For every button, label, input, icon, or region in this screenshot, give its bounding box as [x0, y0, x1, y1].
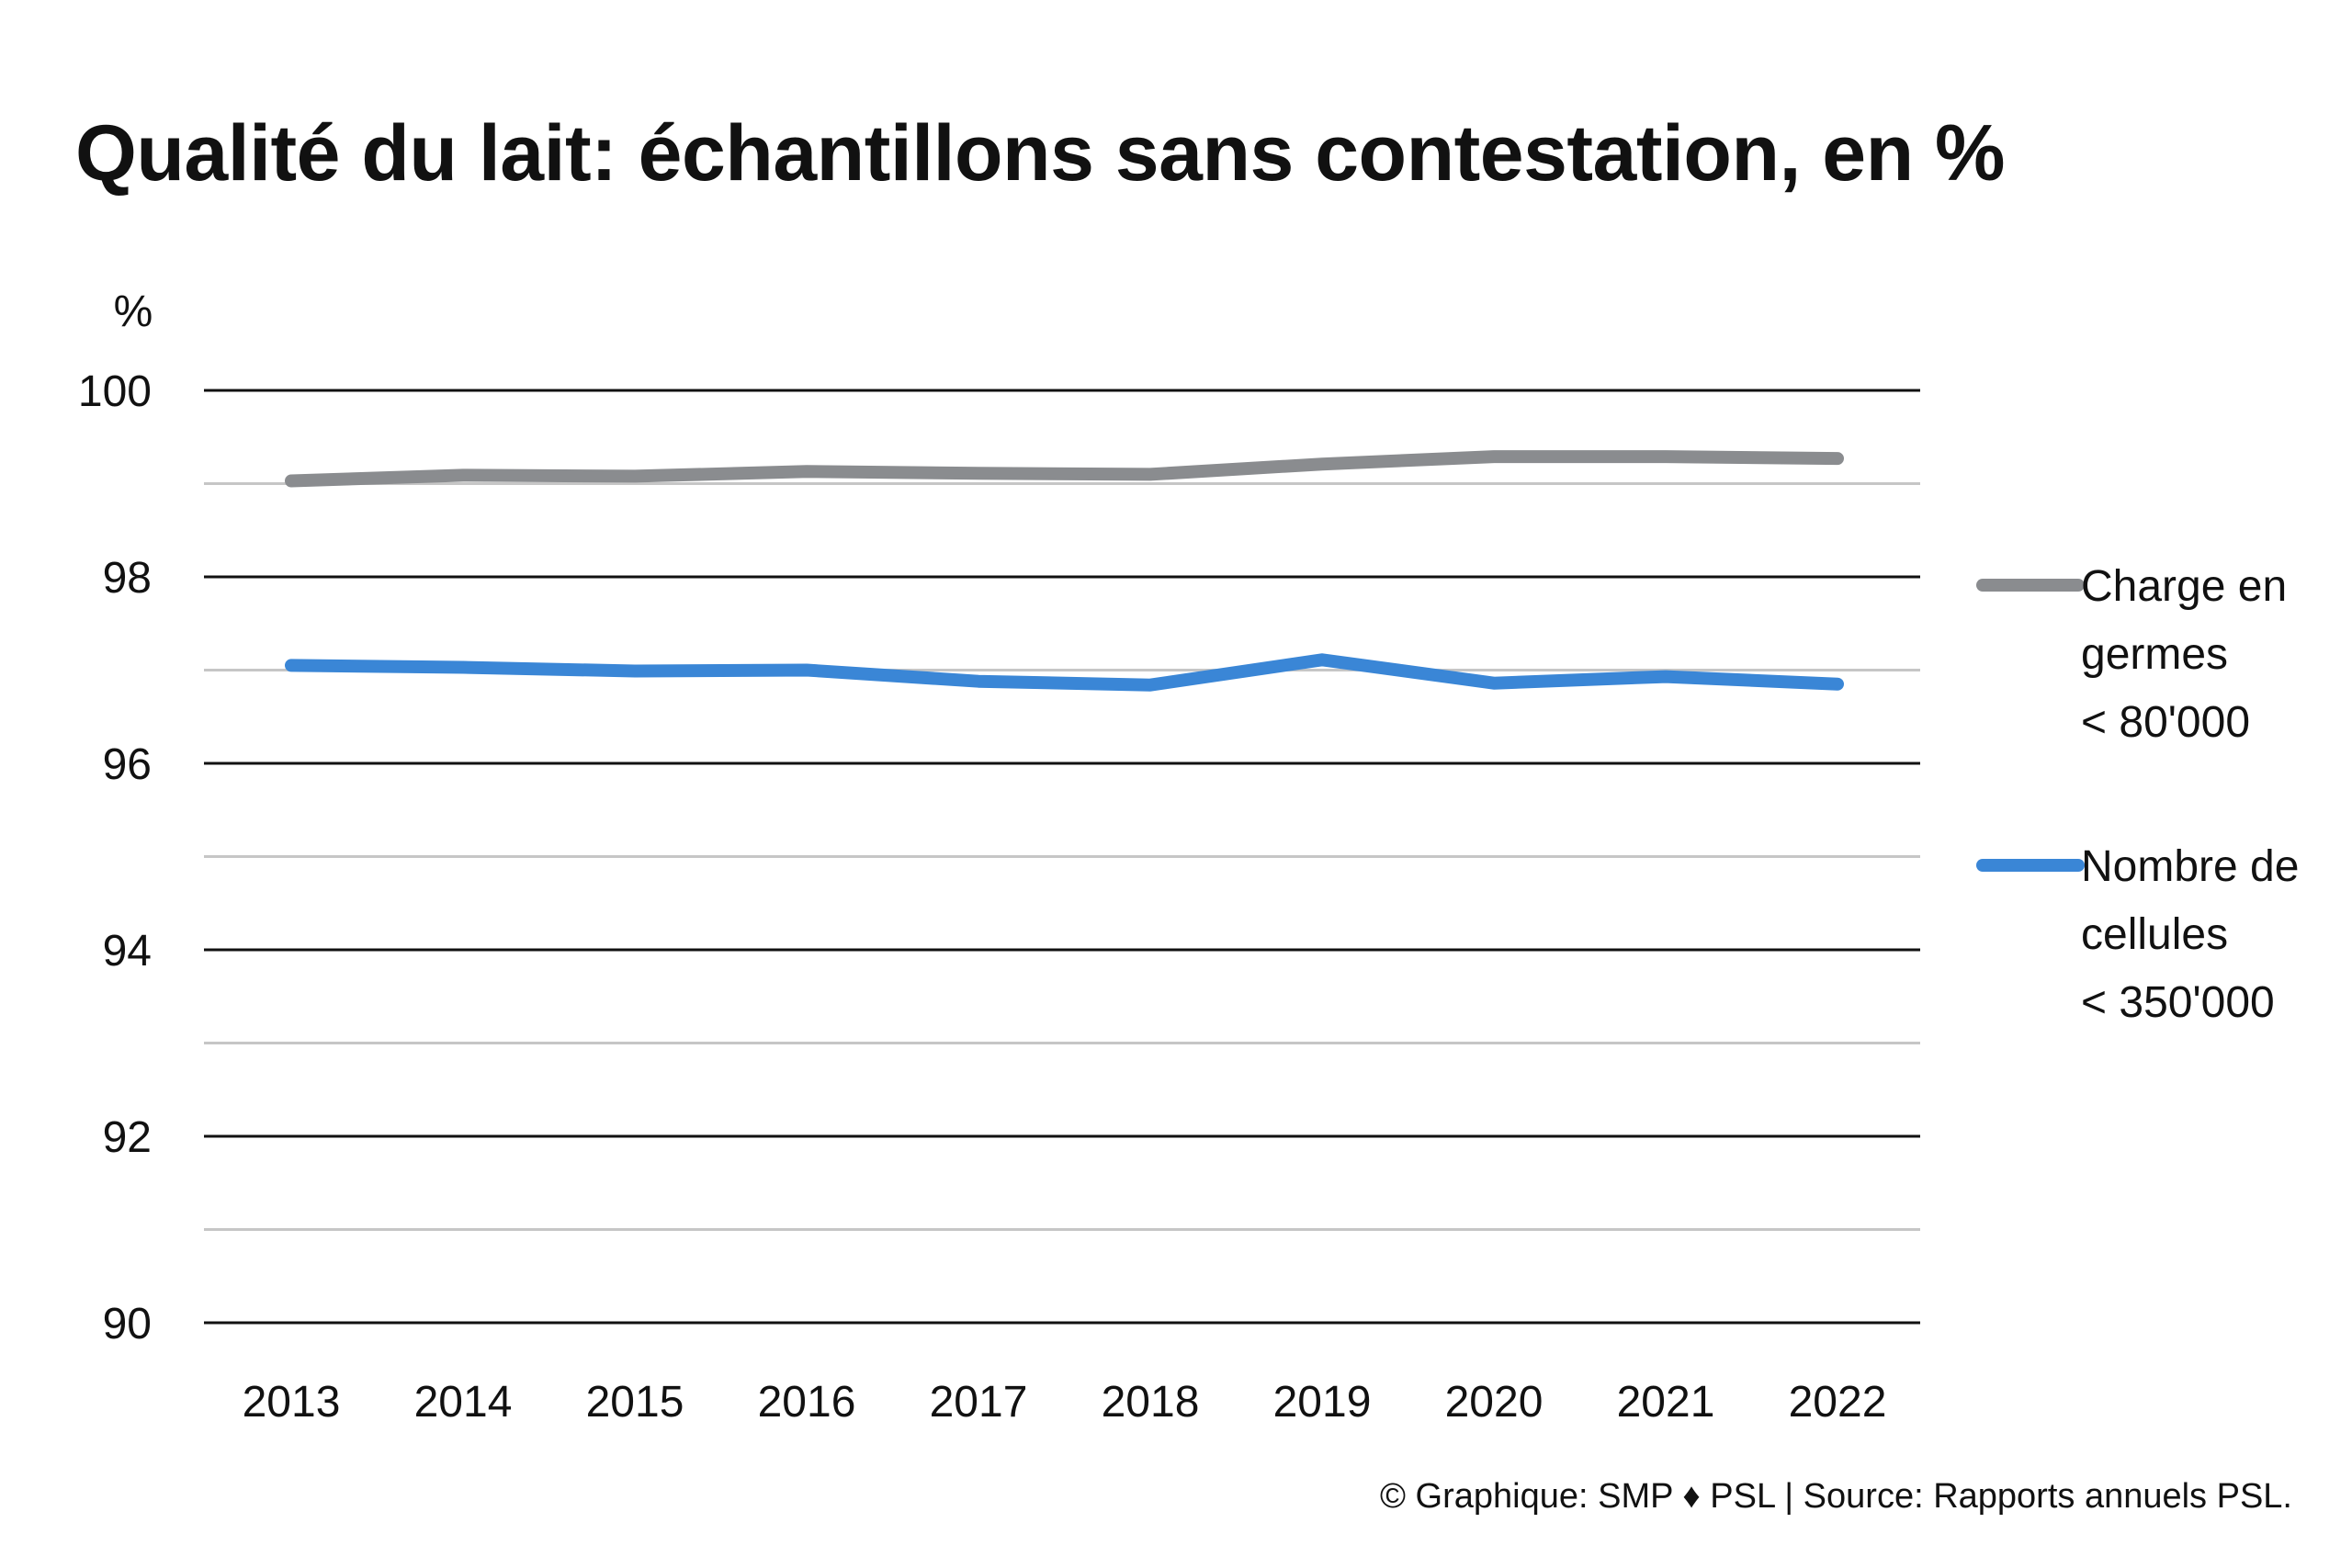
x-tick-label: 2015: [586, 1378, 684, 1427]
source-note: © Graphique: SMP ♦ PSL | Source: Rapport…: [1379, 1477, 2292, 1516]
y-tick-label: 92: [103, 1113, 152, 1162]
legend-label-1: Charge en: [2081, 562, 2287, 611]
y-tick-label: 100: [78, 367, 152, 416]
y-tick-label: 94: [103, 927, 152, 976]
x-tick-label: 2016: [758, 1378, 856, 1427]
x-tick-label: 2022: [1789, 1378, 1887, 1427]
y-tick-label: 96: [103, 740, 152, 789]
x-tick-label: 2018: [1102, 1378, 1200, 1427]
gridlines: [204, 389, 1920, 1325]
y-tick-label: 98: [103, 554, 152, 603]
legend: Charge en germes < 80'000 Nombre de cellules…: [1976, 562, 2299, 1027]
y-axis-label: %: [114, 288, 153, 336]
legend-label-2: cellules: [2081, 910, 2228, 959]
legend-label-1: < 80'000: [2081, 698, 2250, 747]
y-tick-label: 90: [103, 1300, 152, 1348]
y-axis-ticks: 90 92 94 96 98 100: [78, 367, 152, 1348]
series-lines: [285, 450, 1844, 692]
legend-label-1: germes: [2081, 630, 2228, 679]
x-tick-label: 2020: [1445, 1378, 1544, 1427]
series-line-1: [285, 450, 1844, 488]
legend-label-2: < 350'000: [2081, 978, 2275, 1027]
x-tick-label: 2019: [1273, 1378, 1372, 1427]
x-tick-label: 2021: [1617, 1378, 1715, 1427]
chart-title: Qualité du lait: échantillons sans conte…: [75, 109, 2005, 197]
x-tick-label: 2014: [414, 1378, 513, 1427]
series-line-2: [285, 653, 1844, 692]
x-tick-label: 2017: [930, 1378, 1028, 1427]
x-axis-ticks: 2013 2014 2015 2016 2017 2018 2019 2020 2021 2022: [243, 1378, 1887, 1427]
x-tick-label: 2013: [243, 1378, 341, 1427]
legend-label-2: Nombre de: [2081, 842, 2299, 891]
